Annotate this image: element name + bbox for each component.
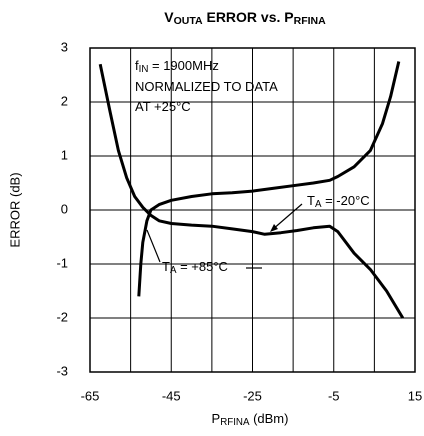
x-tick-label: -25 <box>243 388 262 403</box>
x-tick-label: -65 <box>81 388 100 403</box>
data-line <box>98 63 405 319</box>
leader-line <box>271 203 303 231</box>
text-part: AT +25°C <box>135 99 191 114</box>
x-tick-label: -45 <box>162 388 181 403</box>
text-part: f <box>135 58 139 73</box>
text-part: T <box>162 259 170 274</box>
y-tick-label: 2 <box>61 93 68 108</box>
x-axis-label: PRFINA (dBm) <box>212 411 289 428</box>
y-axis-label: ERROR (dB) <box>7 172 22 247</box>
text-part: = 1900MHz <box>148 58 218 73</box>
y-tick-label: -1 <box>56 255 68 270</box>
text-part: A <box>315 199 322 210</box>
x-tick-label: -5 <box>328 388 340 403</box>
annotation: TA = -20°C <box>307 193 370 210</box>
text-part: T <box>307 193 315 208</box>
data-line <box>137 61 401 297</box>
y-tick-label: 3 <box>61 39 68 54</box>
y-tick-label: 1 <box>61 147 68 162</box>
y-tick-label: -2 <box>56 309 68 324</box>
text-part: = -20°C <box>321 193 369 208</box>
leader-line <box>146 229 161 263</box>
text-part: ERROR vs. P <box>203 9 294 25</box>
text-part: A <box>170 265 177 276</box>
text-part: V <box>164 9 174 25</box>
annotation: fIN = 1900MHz <box>135 58 219 75</box>
annotation: NORMALIZED TO DATA <box>135 79 278 94</box>
text-part: = +85°C <box>176 259 227 274</box>
chart-title: VOUTA ERROR vs. PRFINA <box>164 9 326 27</box>
annotation: AT +25°C <box>135 99 191 114</box>
annotation: TA = +85°C <box>162 259 228 276</box>
plot-frame <box>89 47 416 373</box>
x-tick-label: 15 <box>408 388 422 403</box>
y-tick-label: -3 <box>56 363 68 378</box>
arrow-head <box>270 224 278 232</box>
y-tick-label: 0 <box>61 201 68 216</box>
text-part: OUTA <box>174 15 203 27</box>
text-part: (dBm) <box>249 411 288 426</box>
text-part: RFINA <box>220 417 250 428</box>
text-part: RFINA <box>294 15 326 27</box>
text-part: NORMALIZED TO DATA <box>135 79 278 94</box>
text-part: IN <box>139 64 149 75</box>
text-part: P <box>212 411 221 426</box>
